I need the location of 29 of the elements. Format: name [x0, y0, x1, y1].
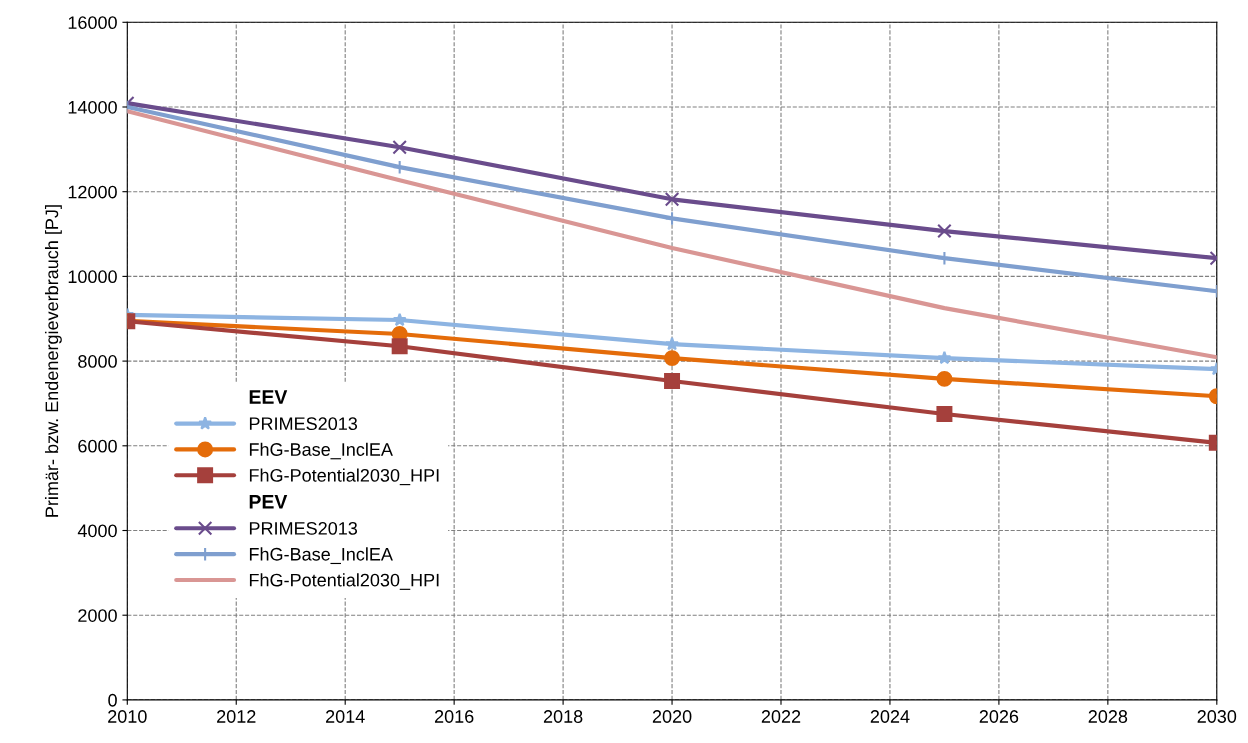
x-tick-label: 2028: [1088, 710, 1128, 723]
x-tick-label: 2024: [870, 710, 910, 723]
legend-label: PRIMES2013: [249, 417, 358, 431]
y-tick-label: 14000: [68, 100, 117, 114]
x-tick-label: 2022: [761, 710, 801, 723]
x-tick-label: 2030: [1197, 710, 1237, 723]
annotation: PEV: [249, 495, 288, 509]
y-tick-label: 8000: [78, 355, 117, 368]
y-tick-label: 12000: [68, 185, 117, 199]
legend-label: FhG-Base_InclEA: [249, 547, 393, 565]
x-tick-label: 2012: [217, 710, 256, 723]
y-tick-label: 4000: [77, 524, 117, 538]
y-tick-label: 0: [108, 693, 117, 707]
y-tick-label: 10000: [68, 270, 117, 284]
x-tick-label: 2018: [543, 710, 583, 723]
y-axis-title: Primär- bzw. Endenergieverbrauch [PJ]: [44, 205, 62, 517]
y-tick-label: 6000: [78, 439, 117, 453]
x-tick-label: 2026: [979, 710, 1019, 723]
y-tick-label: 2000: [78, 609, 117, 622]
annotation: EEV: [249, 390, 288, 404]
legend-label: PRIMES2013: [249, 521, 358, 535]
legend-label: FhG-Base_InclEA: [249, 442, 393, 460]
legend-label: FhG-Potential2030_HPI: [249, 468, 439, 486]
x-tick-label: 2020: [652, 710, 692, 723]
x-tick-label: 2014: [326, 710, 365, 723]
legend-label: FhG-Potential2030_HPI: [249, 573, 439, 590]
y-tick-label: 16000: [68, 16, 117, 30]
x-tick-label: 2016: [434, 710, 474, 723]
x-tick-label: 2010: [108, 710, 147, 723]
